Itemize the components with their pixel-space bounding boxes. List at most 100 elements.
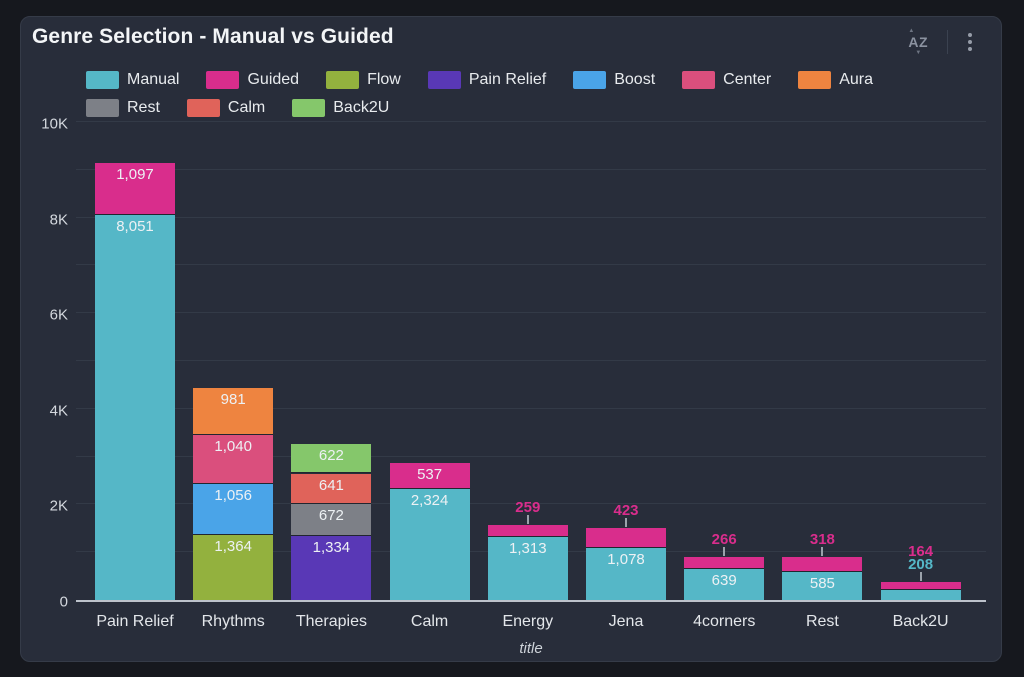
- legend-swatch: [798, 70, 832, 89]
- bar-segment-calm[interactable]: 641: [291, 473, 372, 505]
- bar-segment-manual[interactable]: 8,051: [95, 215, 175, 600]
- legend-label: Guided: [247, 70, 300, 88]
- legend-item-back2u[interactable]: Back2U: [292, 97, 389, 118]
- gridline: [76, 121, 986, 122]
- chart-title: Genre Selection - Manual vs Guided: [32, 25, 394, 48]
- bar-segment-boost[interactable]: 1,056: [193, 484, 274, 535]
- callout-line: [625, 518, 627, 528]
- legend-swatch: [206, 70, 240, 89]
- legend-item-calm[interactable]: Calm: [186, 97, 266, 118]
- legend-swatch: [326, 70, 360, 89]
- bar-segment-manual[interactable]: 1,078: [586, 548, 666, 600]
- x-axis-labels: Pain Relief Rhythms Therapies Calm Energy Jen…: [76, 613, 986, 633]
- gridline: [76, 407, 986, 409]
- bar-segment-back2u[interactable]: 622: [291, 443, 372, 474]
- outside-value-labels: 164 208: [908, 544, 933, 572]
- bar-back2u: 164 208: [880, 124, 961, 600]
- sort-up-arrow-icon: ▲: [908, 28, 915, 34]
- segment-value-label: 639: [711, 572, 737, 590]
- legend-label: Center: [723, 70, 772, 88]
- legend-label: Back2U: [333, 98, 390, 116]
- bar-segment-guided[interactable]: 1,097: [95, 162, 175, 216]
- segment-value-label: 1,078: [607, 551, 645, 569]
- legend-item-boost[interactable]: Boost: [573, 69, 655, 90]
- callout-line: [821, 546, 824, 556]
- legend-item-rest[interactable]: Rest: [86, 97, 160, 118]
- legend-swatch: [682, 70, 716, 89]
- bar-segment-manual[interactable]: 639: [684, 569, 765, 600]
- legend-label: Pain Relief: [468, 70, 547, 88]
- y-axis: 0 2K 4K 6K 8K 10K: [21, 116, 68, 611]
- legend: Manual Guided Flow Pain Relief Boost Center Au…: [86, 69, 971, 118]
- outside-value-labels: 423: [613, 502, 639, 520]
- segment-value-label: 2,324: [410, 491, 449, 509]
- bar-segment-manual[interactable]: 2,324: [389, 488, 470, 600]
- kebab-menu-icon[interactable]: [965, 29, 975, 55]
- legend-item-pain-relief[interactable]: Pain Relief: [427, 69, 547, 90]
- y-axis-tick-label: 2K: [49, 497, 68, 515]
- legend-label: Rest: [127, 98, 160, 116]
- header-actions: ▲ AZ ▼: [906, 28, 975, 56]
- segment-value-label: 672: [318, 507, 344, 525]
- bar-segment-guided[interactable]: [782, 556, 863, 573]
- bar-pain-relief: 8,051 1,097: [95, 124, 175, 600]
- legend-label: Manual: [127, 70, 180, 88]
- gridline: [76, 168, 986, 170]
- legend-label: Aura: [839, 70, 873, 88]
- gridline: [76, 264, 986, 266]
- bar-segment-pain-relief[interactable]: 1,334: [291, 536, 372, 600]
- legend-swatch: [86, 98, 119, 117]
- gridline: [76, 503, 986, 505]
- bar-rest: 585 318: [782, 124, 863, 600]
- callout-line: [526, 514, 529, 524]
- bar-segment-guided[interactable]: [880, 582, 961, 591]
- bar-rhythms: 1,364 1,056 1,040 981: [193, 124, 274, 600]
- legend-swatch: [292, 98, 326, 117]
- bar-segment-manual[interactable]: [880, 590, 961, 600]
- bar-jena: 1,078 423: [586, 124, 666, 600]
- outside-value-labels: 266: [711, 530, 737, 548]
- legend-label: Calm: [227, 98, 266, 116]
- outside-value-label: 266: [711, 530, 737, 548]
- gridline: [76, 312, 986, 314]
- segment-value-label: 1,056: [214, 487, 252, 505]
- bar-segment-manual[interactable]: 1,313: [487, 537, 568, 600]
- outside-value-labels: 259: [515, 500, 540, 515]
- outside-value-label: 423: [613, 502, 639, 520]
- bar-4corners: 639 266: [684, 124, 765, 600]
- segment-value-label: 1,040: [214, 437, 252, 455]
- bar-segment-manual[interactable]: 585: [782, 572, 863, 600]
- legend-item-flow[interactable]: Flow: [326, 69, 401, 90]
- bar-segment-guided[interactable]: [487, 524, 568, 538]
- bar-segment-guided[interactable]: [684, 556, 765, 570]
- y-axis-tick-label: 10K: [41, 115, 68, 133]
- segment-value-label: 622: [318, 446, 344, 464]
- bar-segment-flow[interactable]: 1,364: [193, 534, 274, 600]
- sort-az-icon[interactable]: ▲ AZ ▼: [906, 28, 930, 56]
- x-axis-label: Therapies: [295, 613, 367, 630]
- legend-label: Boost: [614, 70, 656, 88]
- segment-value-label: 8,051: [116, 218, 154, 236]
- legend-item-center[interactable]: Center: [682, 69, 771, 90]
- bar-therapies: 1,334 672 641 622: [291, 124, 372, 600]
- x-axis-label: Pain Relief: [96, 613, 174, 630]
- x-axis-label: Calm: [410, 613, 449, 630]
- callout-line: [723, 546, 726, 556]
- bar-segment-guided[interactable]: [586, 528, 666, 549]
- bar-segment-aura[interactable]: 981: [193, 387, 274, 435]
- segment-value-label: 1,097: [116, 165, 154, 183]
- y-axis-tick-label: 4K: [49, 402, 68, 420]
- legend-swatch: [427, 70, 461, 89]
- bar-calm: 2,324 537: [389, 124, 470, 600]
- bar-segment-rest[interactable]: 672: [291, 504, 372, 537]
- bar-segment-guided[interactable]: 537: [389, 463, 470, 489]
- sort-az-text: AZ: [908, 34, 928, 50]
- outside-value-label: 318: [809, 530, 835, 548]
- bar-energy: 1,313 259: [487, 124, 568, 600]
- legend-item-aura[interactable]: Aura: [798, 69, 873, 90]
- chart-card: Genre Selection - Manual vs Guided ▲ AZ …: [20, 16, 1002, 662]
- segment-value-label: 537: [417, 466, 443, 484]
- legend-item-guided[interactable]: Guided: [206, 69, 299, 90]
- bar-segment-center[interactable]: 1,040: [193, 434, 274, 485]
- legend-item-manual[interactable]: Manual: [86, 69, 179, 90]
